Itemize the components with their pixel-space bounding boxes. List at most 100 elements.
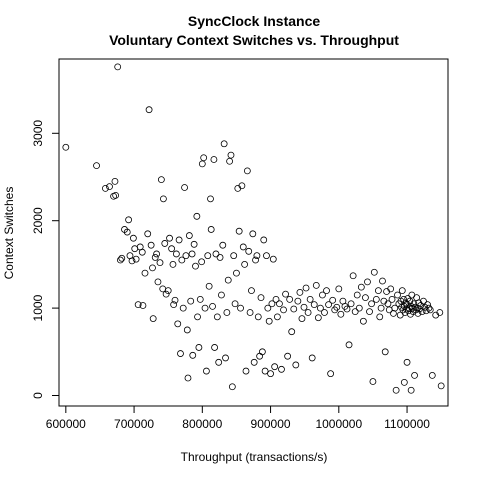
data-point — [157, 176, 165, 184]
data-point — [345, 341, 353, 349]
y-tick-label: 3000 — [31, 120, 45, 147]
data-point — [323, 287, 330, 295]
data-point — [282, 290, 289, 298]
data-point — [276, 300, 283, 308]
data-point — [304, 309, 312, 316]
data-point — [132, 255, 140, 263]
data-point — [337, 310, 345, 318]
data-point — [325, 301, 332, 309]
data-point — [411, 372, 418, 379]
data-point — [306, 295, 314, 303]
data-point — [398, 287, 406, 295]
data-point — [212, 250, 220, 258]
x-tick-label: 800000 — [182, 417, 222, 431]
x-tick-label: 600000 — [46, 417, 86, 431]
data-point — [258, 348, 266, 356]
data-point — [227, 151, 235, 159]
data-point — [269, 255, 277, 263]
data-point — [243, 167, 251, 175]
data-point — [294, 297, 302, 305]
data-point — [230, 252, 238, 260]
data-point — [410, 300, 418, 308]
data-point — [359, 317, 367, 325]
data-point — [278, 365, 285, 373]
data-point — [400, 295, 408, 303]
data-point — [215, 358, 223, 366]
data-point — [205, 282, 213, 290]
data-point — [226, 157, 234, 165]
data-point — [114, 63, 122, 71]
data-point — [233, 269, 240, 277]
data-point — [257, 294, 265, 302]
data-point — [93, 162, 100, 170]
data-point — [370, 268, 378, 276]
data-point — [376, 313, 384, 321]
data-point — [162, 290, 170, 298]
data-point — [123, 228, 131, 236]
data-point — [312, 281, 320, 289]
data-point — [333, 303, 341, 311]
data-point — [284, 352, 292, 360]
data-point — [213, 313, 221, 321]
data-point — [391, 304, 399, 312]
x-tick-label: 700000 — [114, 417, 154, 431]
data-point — [412, 306, 420, 314]
data-point — [185, 232, 193, 239]
data-point — [238, 182, 246, 190]
data-point — [223, 309, 231, 316]
data-point — [355, 304, 363, 312]
data-point — [366, 308, 373, 316]
data-point — [351, 308, 359, 316]
data-point — [353, 291, 361, 299]
data-point — [218, 291, 225, 299]
data-point — [175, 236, 183, 244]
data-point — [407, 386, 415, 394]
y-axis-label: Context Switches — [2, 187, 16, 280]
x-axis: 600000 700000 800000 900000 1000000 1100000 — [46, 406, 430, 431]
data-point — [207, 226, 215, 233]
x-axis-label: Throughput (transactions/s) — [181, 450, 328, 464]
data-point — [362, 294, 369, 302]
data-point — [298, 315, 306, 322]
data-point — [211, 344, 219, 351]
data-point — [183, 326, 191, 334]
data-point — [62, 143, 70, 151]
data-point — [201, 304, 209, 312]
data-point — [302, 284, 310, 292]
data-point — [264, 304, 272, 312]
data-point — [112, 191, 120, 199]
data-point — [414, 309, 422, 317]
data-point — [194, 313, 201, 321]
data-point — [203, 367, 210, 375]
data-point — [220, 140, 228, 148]
data-point — [164, 287, 172, 295]
data-point — [314, 314, 322, 322]
data-point — [207, 195, 214, 203]
data-point — [147, 241, 155, 249]
data-point — [153, 250, 160, 258]
data-point — [409, 304, 416, 312]
data-point — [118, 254, 126, 262]
y-axis: 0 1000 2000 3000 — [31, 120, 59, 399]
data-point — [198, 160, 206, 168]
data-point — [210, 156, 218, 163]
data-point — [156, 259, 164, 267]
data-point — [145, 106, 153, 114]
data-point — [219, 241, 227, 249]
data-point — [188, 250, 196, 258]
data-point — [400, 379, 408, 386]
data-point — [222, 354, 229, 362]
data-point — [224, 276, 232, 284]
data-point — [428, 372, 436, 379]
data-point — [261, 367, 269, 375]
data-point — [424, 301, 431, 309]
data-point — [372, 295, 380, 303]
data-point — [144, 230, 152, 238]
data-point — [193, 212, 201, 220]
data-point — [268, 300, 276, 308]
data-point — [377, 304, 385, 312]
data-point — [200, 154, 208, 162]
data-point — [308, 354, 316, 362]
data-point — [252, 256, 259, 264]
